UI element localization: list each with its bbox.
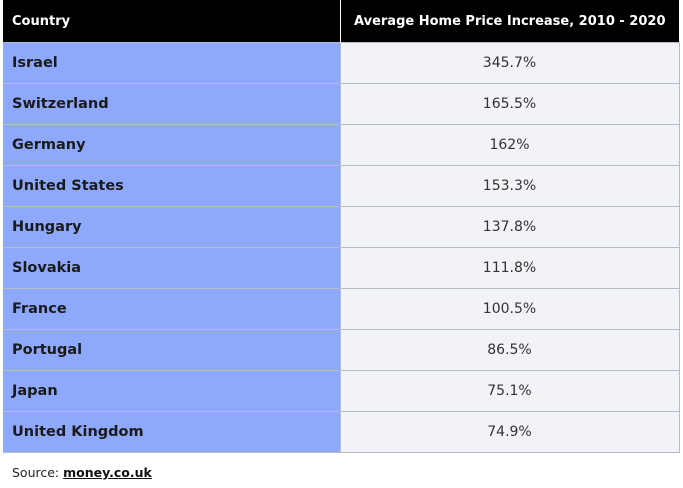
value-cell: 86.5%: [340, 329, 680, 371]
source-link[interactable]: money.co.uk: [63, 465, 152, 480]
column-header-country: Country: [3, 0, 341, 43]
header-row: Country Average Home Price Increase, 201…: [3, 0, 679, 43]
table-row: Japan 75.1%: [3, 370, 680, 412]
value-cell: 165.5%: [340, 83, 680, 125]
country-cell: Hungary: [3, 206, 341, 248]
column-header-price-increase: Average Home Price Increase, 2010 - 2020: [340, 0, 679, 43]
home-price-table: Country Average Home Price Increase, 201…: [3, 0, 680, 453]
country-cell: Portugal: [3, 329, 341, 371]
value-cell: 111.8%: [340, 247, 680, 289]
table-row: France 100.5%: [3, 288, 680, 330]
value-cell: 345.7%: [340, 42, 680, 84]
country-cell: Israel: [3, 42, 341, 84]
country-cell: Slovakia: [3, 247, 341, 289]
country-cell: Japan: [3, 370, 341, 412]
table-row: Portugal 86.5%: [3, 329, 680, 371]
data-table-container: Country Average Home Price Increase, 201…: [3, 0, 680, 453]
table-row: Switzerland 165.5%: [3, 83, 680, 125]
value-cell: 74.9%: [340, 411, 680, 453]
source-line: Source: money.co.uk: [12, 465, 152, 480]
table-row: Slovakia 111.8%: [3, 247, 680, 289]
value-cell: 100.5%: [340, 288, 680, 330]
value-cell: 153.3%: [340, 165, 680, 207]
table-row: United Kingdom 74.9%: [3, 411, 680, 453]
country-cell: United Kingdom: [3, 411, 341, 453]
table-header: Country Average Home Price Increase, 201…: [3, 0, 679, 43]
table-row: Germany 162%: [3, 124, 680, 166]
table-row: Hungary 137.8%: [3, 206, 680, 248]
value-cell: 137.8%: [340, 206, 680, 248]
value-cell: 162%: [340, 124, 680, 166]
country-cell: Germany: [3, 124, 341, 166]
value-cell: 75.1%: [340, 370, 680, 412]
country-cell: Switzerland: [3, 83, 341, 125]
table-row: United States 153.3%: [3, 165, 680, 207]
table-body: Israel 345.7% Switzerland 165.5% Germany…: [3, 42, 680, 453]
table-row: Israel 345.7%: [3, 42, 680, 84]
country-cell: France: [3, 288, 341, 330]
country-cell: United States: [3, 165, 341, 207]
source-label: Source:: [12, 465, 64, 480]
